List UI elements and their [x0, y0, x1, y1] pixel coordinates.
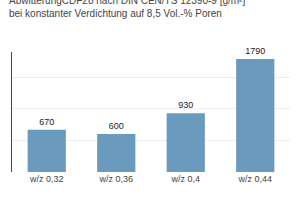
svg-text:600: 600 — [109, 121, 124, 131]
svg-text:670: 670 — [39, 117, 54, 127]
svg-text:930: 930 — [178, 100, 193, 110]
svg-text:w/z 0,36: w/z 0,36 — [98, 174, 133, 184]
svg-text:w/z 0,4: w/z 0,4 — [170, 174, 200, 184]
svg-text:AbwitterungCDF28 nach DIN CEN/: AbwitterungCDF28 nach DIN CEN/TS 12390-9… — [9, 0, 245, 19]
svg-text:1790: 1790 — [245, 46, 265, 56]
svg-text:w/z 0,32: w/z 0,32 — [29, 174, 64, 184]
svg-text:w/z 0,44: w/z 0,44 — [237, 174, 272, 184]
